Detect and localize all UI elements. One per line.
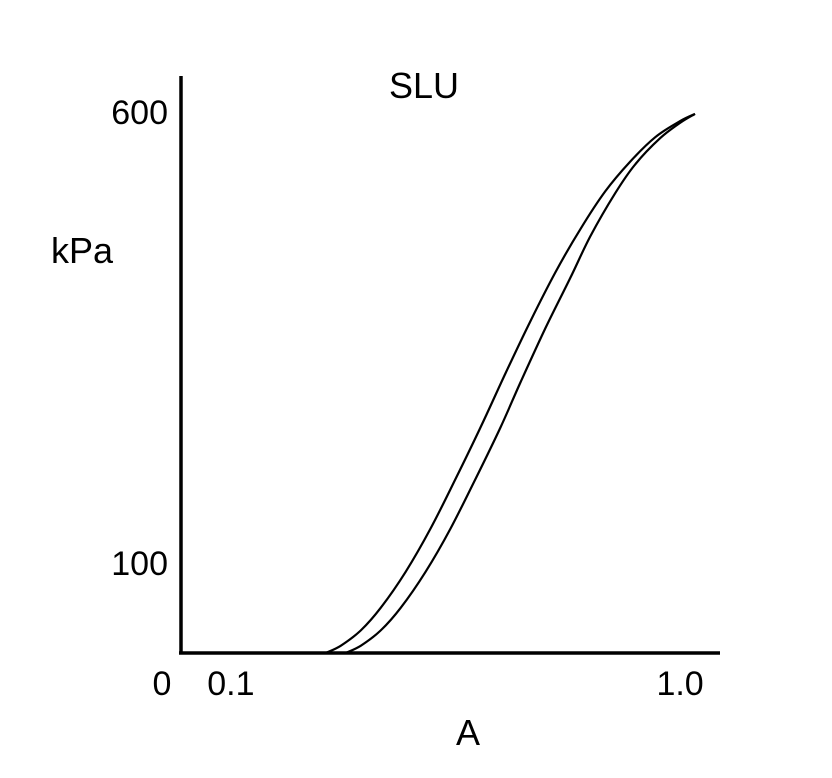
y-tick-label: 600 [111,94,168,132]
y-tick-label: 100 [111,545,168,583]
x-tick-label: 1.0 [656,665,703,703]
tick-labels: 0.1 1.0 0 100 600 [111,94,703,703]
chart-title: SLU [389,65,459,106]
series-line-2 [345,112,696,655]
series-line-1 [325,112,696,655]
y-axis-label: kPa [51,230,114,271]
x-tick-label: 0.1 [207,665,254,703]
axes [179,76,720,655]
y-tick-label: 0 [153,665,172,703]
x-axis-label: A [456,712,480,753]
plot-area [325,112,696,655]
